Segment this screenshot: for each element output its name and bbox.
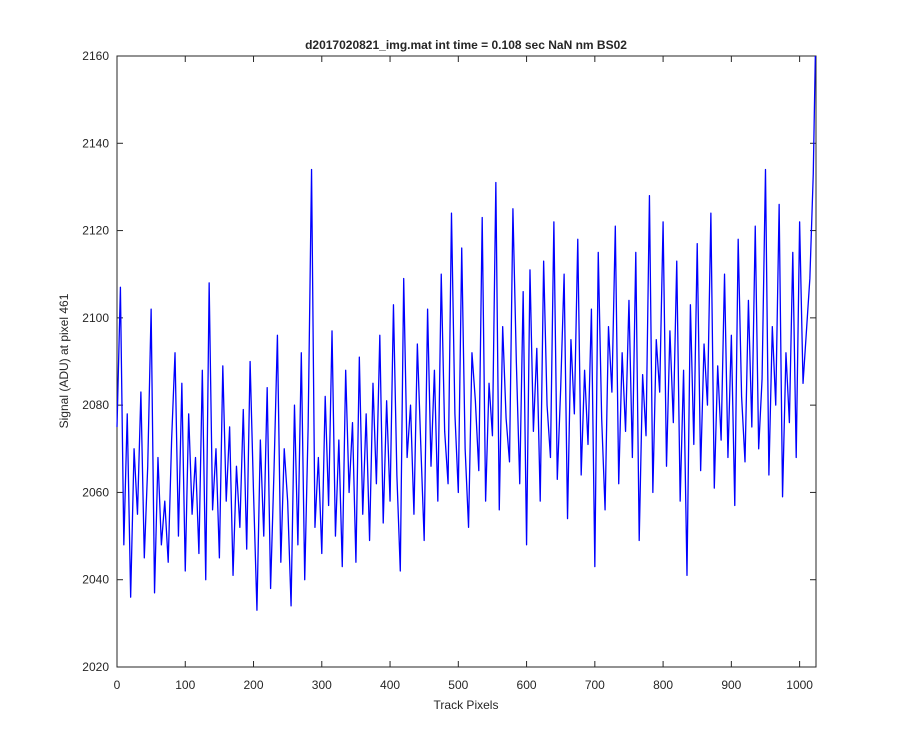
y-tick-label: 2060 xyxy=(82,485,109,499)
y-tick-label: 2080 xyxy=(82,398,109,412)
x-tick-label: 900 xyxy=(721,678,741,692)
chart-title: d2017020821_img.mat int time = 0.108 sec… xyxy=(305,38,627,52)
y-axis-label: Signal (ADU) at pixel 461 xyxy=(57,293,71,428)
y-tick-label: 2140 xyxy=(82,136,109,150)
y-tick-label: 2160 xyxy=(82,49,109,63)
y-tick-label: 2040 xyxy=(82,573,109,587)
series-line xyxy=(116,55,816,611)
x-tick-label: 400 xyxy=(380,678,400,692)
x-tick-label: 500 xyxy=(448,678,468,692)
plot-box xyxy=(116,55,817,668)
y-tick-label: 2120 xyxy=(82,224,109,238)
x-tick-label: 0 xyxy=(114,678,121,692)
y-tick-label: 2020 xyxy=(82,660,109,674)
y-tick-label: 2100 xyxy=(82,311,109,325)
x-axis-label: Track Pixels xyxy=(434,698,499,712)
x-tick-label: 200 xyxy=(244,678,264,692)
x-tick-label: 100 xyxy=(175,678,195,692)
x-tick-label: 300 xyxy=(312,678,332,692)
x-tick-label: 700 xyxy=(585,678,605,692)
x-tick-label: 600 xyxy=(517,678,537,692)
x-tick-label: 1000 xyxy=(786,678,813,692)
x-tick-label: 800 xyxy=(653,678,673,692)
